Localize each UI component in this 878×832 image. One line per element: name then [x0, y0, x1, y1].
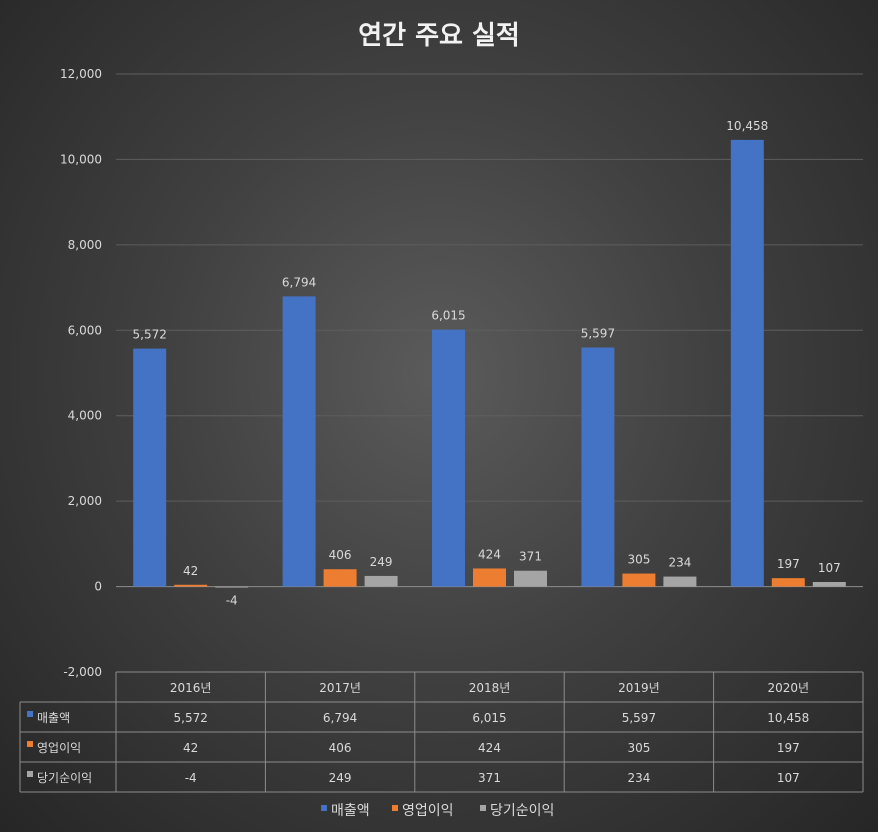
category-label: 2017년	[319, 681, 361, 695]
bar	[432, 329, 465, 587]
table-cell: 406	[329, 741, 352, 755]
category-label: 2016년	[170, 681, 212, 695]
table-cell: 5,572	[174, 711, 208, 725]
data-label: 371	[519, 550, 542, 564]
table-cell: 371	[478, 771, 501, 785]
data-label: 305	[627, 553, 650, 567]
bar	[323, 569, 357, 587]
table-cell: 424	[478, 741, 501, 755]
legend-label: 매출액	[331, 803, 370, 819]
table-cell: 10,458	[767, 711, 809, 725]
y-axis-ticks: 12,000 10,000 8,000 6,000 4,000 2,000 0 -2,000	[60, 67, 102, 679]
data-label: 424	[478, 547, 501, 561]
table-cell: 6,794	[323, 711, 357, 725]
table-cell: 234	[627, 771, 650, 785]
bar	[133, 348, 167, 587]
data-label: 249	[370, 555, 393, 569]
data-label: 197	[777, 557, 800, 571]
table-cell: 197	[777, 741, 800, 755]
data-label: 10,458	[726, 119, 768, 133]
series-key	[27, 711, 33, 717]
table-cell: -4	[185, 771, 197, 785]
series-key	[27, 771, 33, 777]
data-label: 5,572	[133, 328, 167, 342]
bar	[622, 573, 656, 587]
table-cell: 6,015	[472, 711, 506, 725]
data-label: 5,597	[581, 326, 615, 340]
bar	[812, 582, 846, 587]
bar	[282, 296, 316, 587]
data-label: 6,015	[431, 309, 465, 323]
y-tick-label: 6,000	[68, 323, 102, 337]
table-cell: 107	[777, 771, 800, 785]
y-tick-label: 2,000	[68, 494, 102, 508]
table-cell: 42	[183, 741, 198, 755]
series-name: 매출액	[37, 711, 70, 725]
y-tick-label: 4,000	[68, 409, 102, 423]
data-label: 234	[668, 556, 691, 570]
data-label: 107	[818, 561, 841, 575]
y-tick-label: -2,000	[63, 665, 102, 679]
legend-key	[321, 805, 327, 811]
data-label: 42	[183, 564, 198, 578]
bar	[473, 568, 506, 587]
category-label: 2018년	[469, 681, 511, 695]
legend-key	[480, 805, 486, 811]
data-label: 406	[329, 548, 352, 562]
bar	[663, 576, 697, 587]
table-cell: 249	[329, 771, 352, 785]
bar	[771, 578, 805, 587]
legend: 매출액 영업이익 당기순이익	[321, 803, 554, 819]
data-label: 6,794	[282, 275, 316, 289]
legend-label: 영업이익	[402, 803, 454, 819]
y-tick-label: 8,000	[68, 238, 102, 252]
bar	[514, 570, 547, 587]
category-label: 2019년	[618, 681, 660, 695]
category-label: 2020년	[768, 681, 810, 695]
series-name: 당기순이익	[37, 771, 92, 785]
series-name: 영업이익	[37, 741, 81, 755]
bar	[364, 575, 398, 587]
y-tick-label: 0	[94, 580, 102, 594]
data-label-layer: 5,572 6,794 6,015 5,597 10,458 42 406 424 305 197…	[133, 119, 841, 608]
bar	[581, 347, 615, 587]
legend-key	[392, 805, 398, 811]
bar	[730, 139, 764, 587]
table-cell: 5,597	[622, 711, 656, 725]
chart-title: 연간 주요 실적	[358, 21, 520, 51]
bar-layer	[133, 139, 846, 588]
series-key	[27, 741, 33, 747]
legend-label: 당기순이익	[490, 803, 554, 819]
bar	[174, 584, 208, 587]
data-label: -4	[226, 594, 238, 608]
y-tick-label: 10,000	[60, 152, 102, 166]
table-cell: 305	[627, 741, 650, 755]
bar	[215, 586, 249, 588]
y-tick-label: 12,000	[60, 67, 102, 81]
